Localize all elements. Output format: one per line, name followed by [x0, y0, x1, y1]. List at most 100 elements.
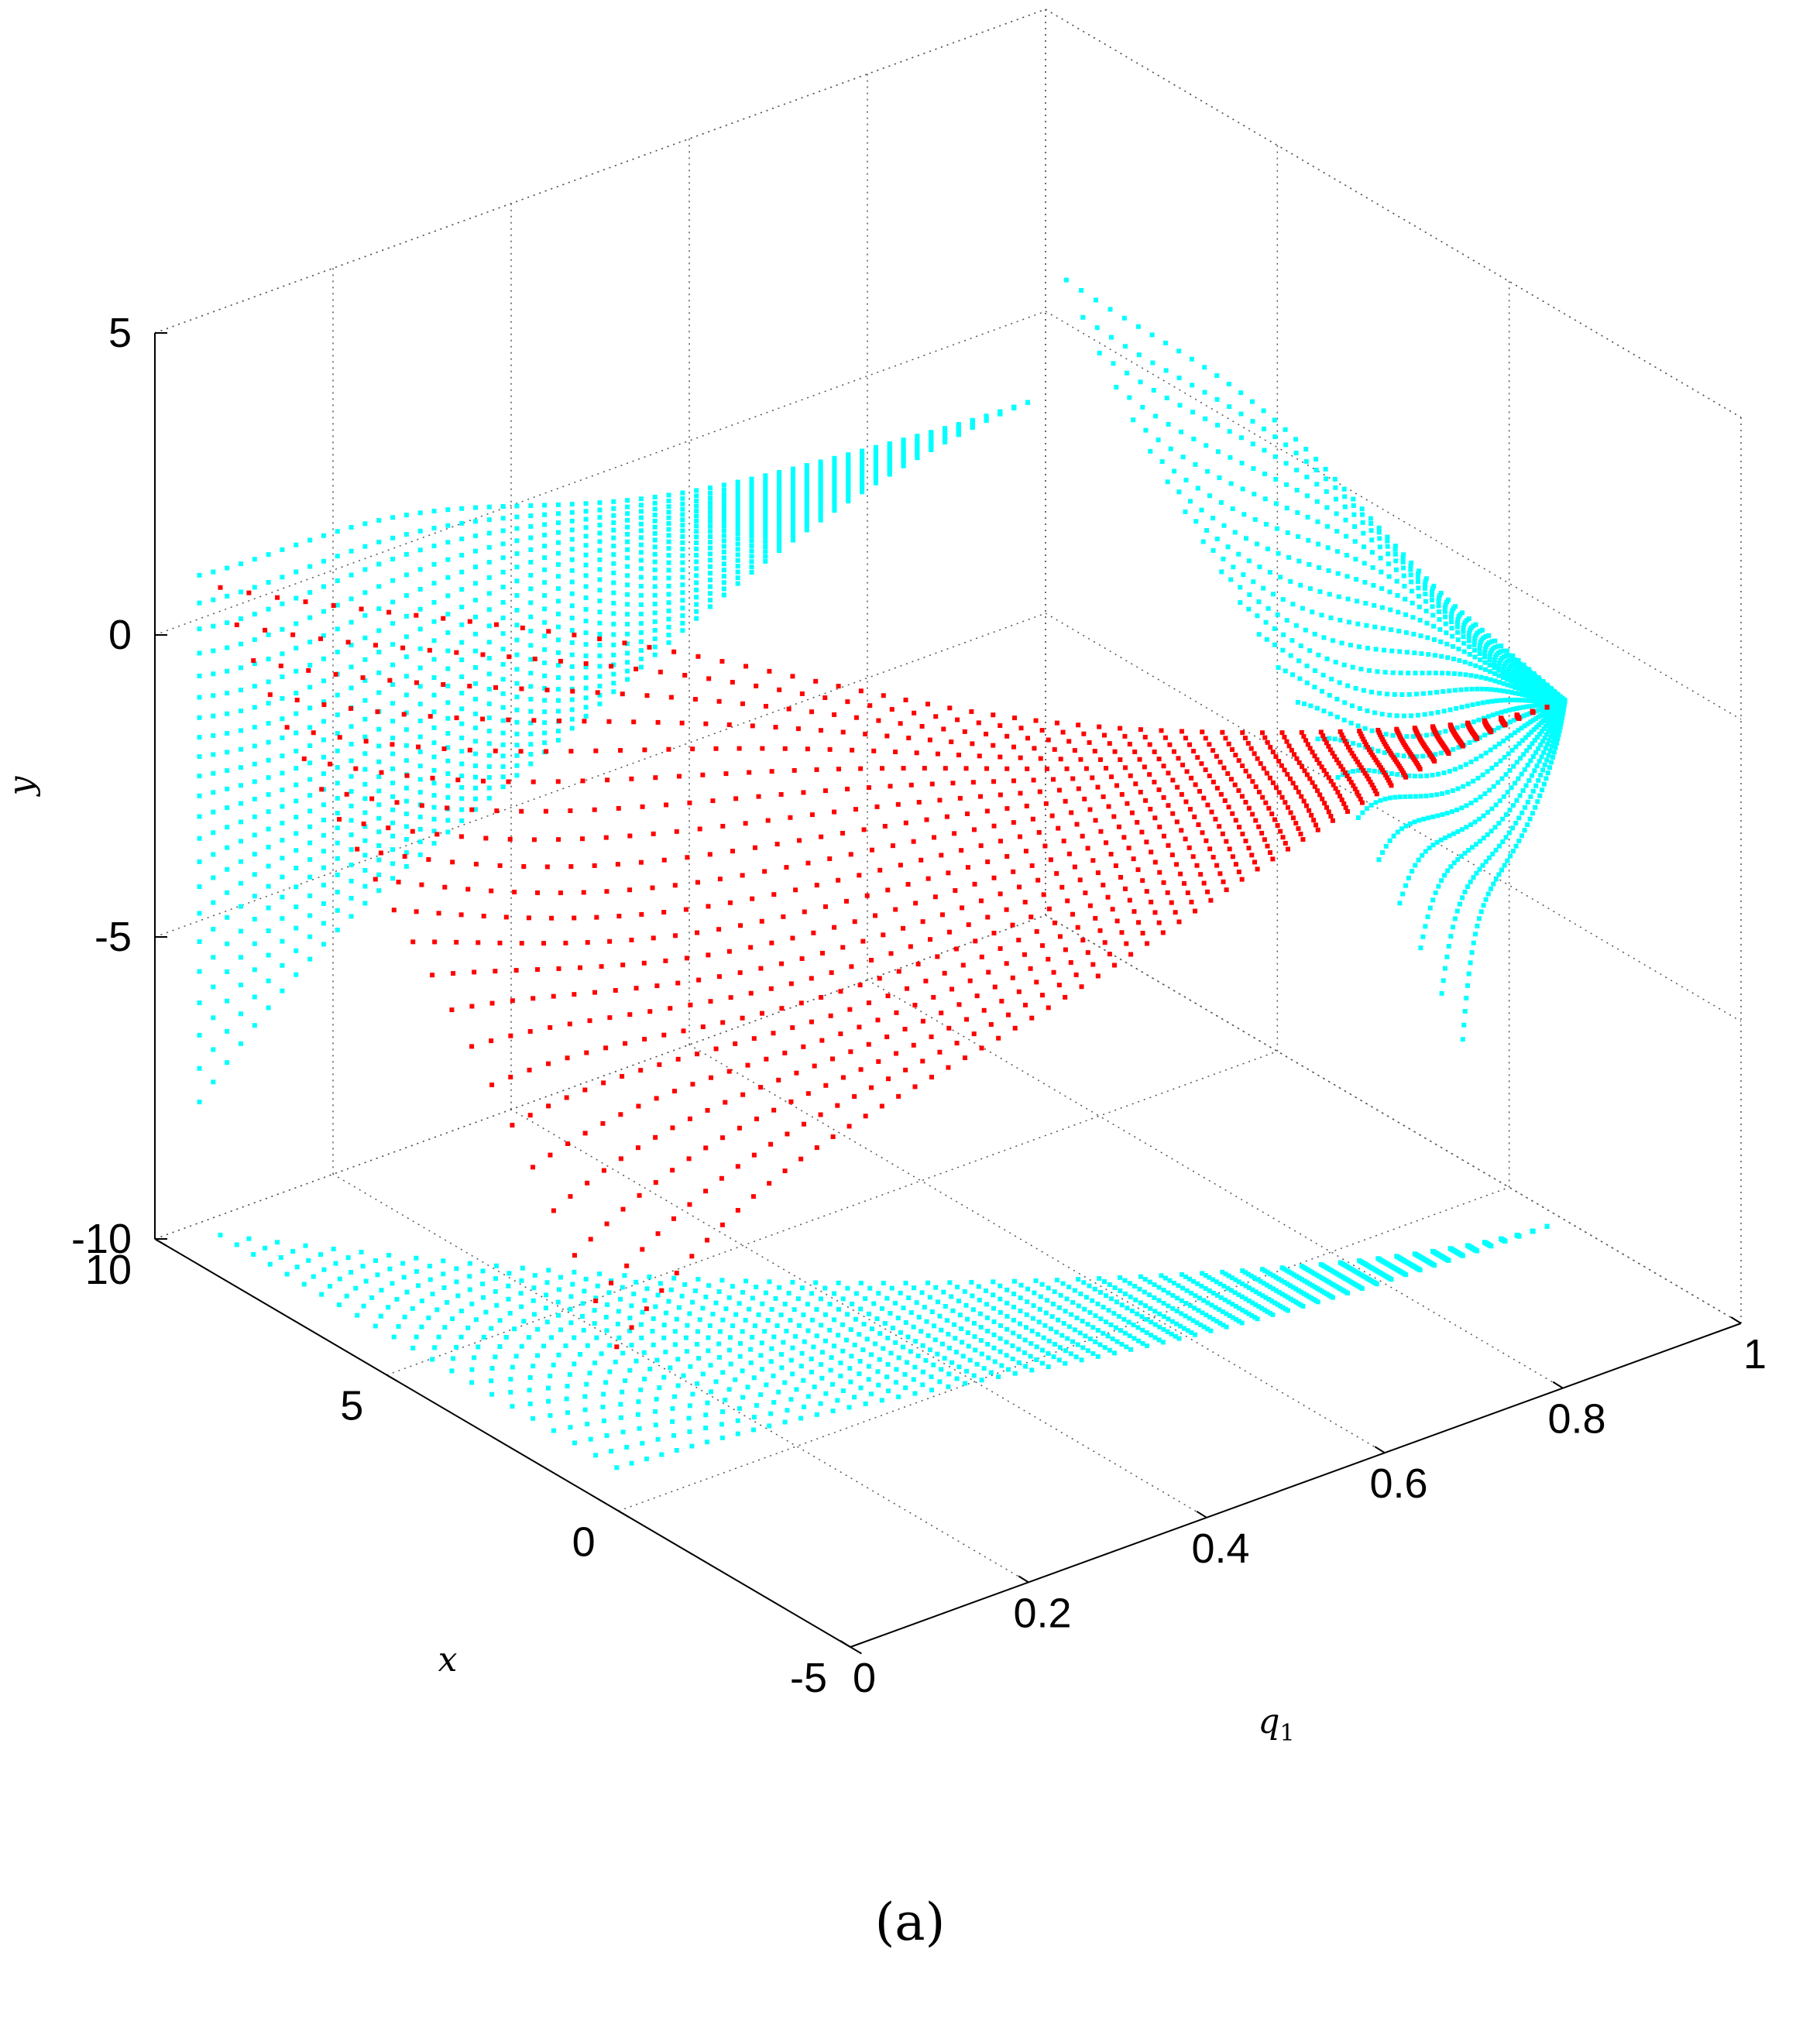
trajectory-point	[355, 846, 360, 852]
trajectory-point	[582, 1131, 588, 1136]
trajectory-point	[964, 1017, 970, 1022]
projection-point-back-wall	[1304, 663, 1310, 668]
projection-point-side-wall	[597, 547, 603, 553]
trajectory-point	[1230, 811, 1235, 816]
trajectory-point	[967, 978, 973, 983]
trajectory-point	[790, 935, 795, 941]
projection-point-floor	[290, 1249, 296, 1254]
projection-point-back-wall	[1257, 564, 1262, 570]
projection-point-floor	[985, 1341, 991, 1347]
trajectory-point	[1256, 789, 1262, 794]
projection-point-back-wall	[1530, 788, 1536, 794]
projection-point-back-wall	[1392, 794, 1398, 800]
trajectory-point	[1217, 824, 1222, 829]
projection-point-side-wall	[459, 640, 465, 645]
projection-point-side-wall	[280, 601, 285, 606]
projection-point-back-wall	[1526, 778, 1532, 784]
projection-point-back-wall	[1520, 738, 1525, 743]
projection-point-floor	[1129, 1309, 1135, 1314]
projection-point-floor	[620, 1429, 626, 1435]
projection-point-side-wall	[390, 847, 396, 853]
projection-point-back-wall	[1361, 688, 1366, 693]
projection-point-floor	[1317, 1287, 1323, 1292]
projection-point-back-wall	[1520, 687, 1525, 692]
projection-point-back-wall	[1386, 574, 1392, 579]
projection-point-floor	[659, 1452, 664, 1457]
trajectory-point	[805, 860, 811, 866]
projection-point-back-wall	[1522, 723, 1527, 729]
projection-point-back-wall	[1461, 629, 1466, 634]
projection-point-side-wall	[403, 758, 409, 764]
projection-point-floor	[353, 1285, 359, 1291]
projection-point-floor	[639, 1335, 644, 1340]
projection-point-back-wall	[1382, 750, 1387, 755]
trajectory-point	[1218, 791, 1224, 797]
projection-point-floor	[1127, 1333, 1132, 1339]
projection-point-side-wall	[459, 761, 465, 767]
projection-point-side-wall	[390, 719, 396, 724]
trajectory-point	[1057, 934, 1063, 939]
projection-point-side-wall	[266, 792, 271, 798]
projection-point-floor	[1157, 1324, 1162, 1330]
projection-point-side-wall	[459, 784, 465, 790]
projection-point-back-wall	[1317, 565, 1322, 571]
trajectory-point	[1012, 1025, 1018, 1031]
projection-point-floor	[751, 1375, 757, 1381]
projection-point-back-wall	[1443, 614, 1448, 619]
projection-point-side-wall	[846, 455, 851, 460]
projection-point-back-wall	[1502, 664, 1507, 669]
projection-point-floor	[944, 1318, 949, 1323]
projection-point-floor	[1289, 1271, 1294, 1276]
trajectory-point	[809, 1019, 814, 1024]
projection-point-floor	[709, 1389, 714, 1395]
projection-point-floor	[442, 1325, 448, 1330]
projection-point-floor	[1229, 1275, 1235, 1281]
projection-point-side-wall	[403, 727, 409, 733]
projection-point-floor	[615, 1321, 620, 1326]
projection-point-back-wall	[1417, 568, 1422, 574]
projection-point-back-wall	[1341, 662, 1347, 667]
projection-point-back-wall	[1379, 605, 1385, 610]
projection-point-side-wall	[211, 671, 216, 677]
projection-point-side-wall	[321, 817, 326, 822]
projection-point-side-wall	[694, 552, 699, 558]
projection-point-floor	[688, 1364, 693, 1369]
trajectory-point	[1243, 768, 1248, 774]
projection-point-back-wall	[1525, 799, 1530, 805]
projection-point-side-wall	[211, 623, 216, 629]
trajectory-point	[1129, 810, 1135, 815]
projection-point-back-wall	[1461, 649, 1467, 654]
projection-point-floor	[912, 1285, 917, 1291]
projection-point-side-wall	[569, 518, 575, 523]
projection-point-side-wall	[611, 535, 616, 540]
projection-point-floor	[1499, 1236, 1504, 1241]
trajectory-point	[771, 1107, 777, 1113]
trajectory-point	[614, 1344, 620, 1350]
projection-point-side-wall	[583, 685, 589, 691]
projection-point-floor	[1101, 1279, 1107, 1285]
projection-point-floor	[1107, 1347, 1112, 1353]
projection-point-floor	[881, 1281, 886, 1286]
trajectory-point	[1214, 863, 1220, 868]
projection-point-floor	[959, 1326, 964, 1331]
trajectory-point	[762, 869, 767, 874]
projection-point-side-wall	[390, 557, 396, 562]
projection-point-side-wall	[349, 774, 354, 779]
projection-point-side-wall	[790, 473, 795, 479]
projection-point-floor	[1288, 1296, 1293, 1302]
projection-point-back-wall	[1549, 723, 1554, 729]
projection-point-side-wall	[307, 705, 313, 711]
projection-point-side-wall	[666, 592, 671, 597]
projection-point-back-wall	[1448, 614, 1454, 619]
trajectory-point	[719, 1222, 725, 1227]
projection-point-floor	[546, 1398, 551, 1404]
projection-point-side-wall	[349, 818, 354, 823]
projection-point-floor	[985, 1328, 991, 1333]
projection-point-back-wall	[1527, 816, 1533, 822]
projection-point-back-wall	[1444, 811, 1450, 816]
projection-point-floor	[740, 1395, 746, 1400]
trajectory-point	[740, 1015, 745, 1021]
projection-point-back-wall	[1393, 567, 1399, 572]
projection-point-side-wall	[376, 690, 382, 695]
projection-point-side-wall	[611, 506, 616, 511]
